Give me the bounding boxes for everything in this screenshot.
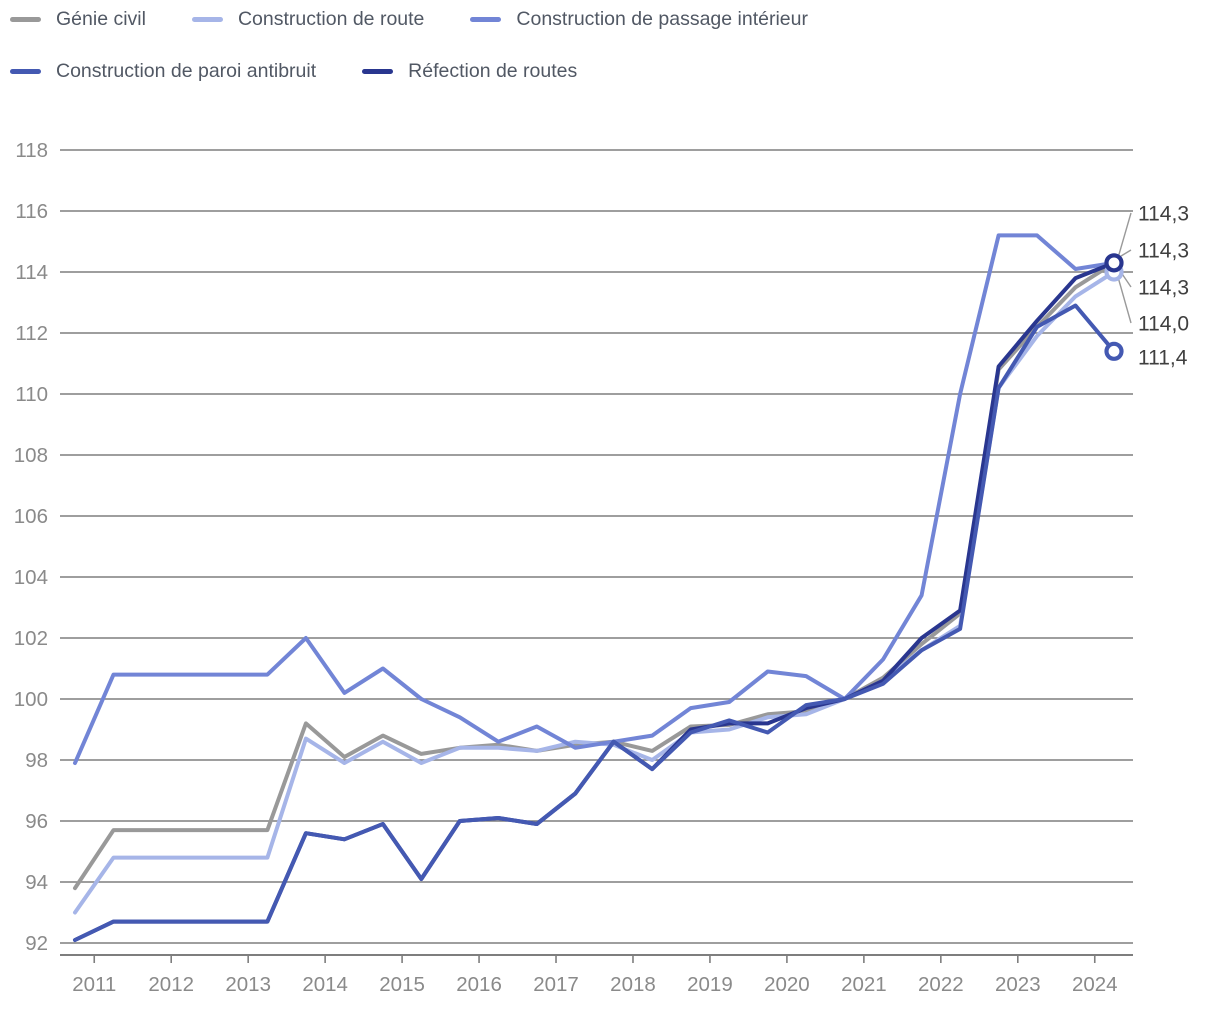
y-tick-label: 108 [14,444,48,467]
legend-swatch-icon [362,68,394,74]
series-line-construction-de-passage-interieur[interactable] [73,233,1116,765]
legend-item-construction-de-passage-interieur[interactable]: Construction de passage intérieur [470,8,808,31]
legend-swatch-icon [10,68,41,74]
legend-label: Construction de paroi antibruit [56,59,317,82]
x-tick-label: 2022 [918,973,964,996]
series-line-construction-de-route[interactable] [73,270,1116,915]
end-point-marker-refection-de-routes[interactable] [1104,253,1124,273]
legend-item-genie-civil[interactable]: Génie civil [10,8,146,31]
legend-label: Construction de passage intérieur [516,7,808,30]
series-line-refection-de-routes[interactable] [73,260,1116,942]
x-tick-label: 2020 [764,973,810,996]
y-tick-label: 116 [15,200,48,223]
y-tick-label: 118 [15,139,48,162]
x-tick-label: 2021 [841,973,887,996]
legend-row: Génie civil Construction de route Construc… [10,4,808,34]
series-line-construction-de-paroi-antibruit[interactable] [73,303,1116,942]
x-tick-label: 2012 [148,973,194,996]
x-tick-label: 2023 [995,973,1041,996]
chart-legend: Génie civil Construction de route Construc… [10,4,808,108]
y-tick-label: 100 [14,688,48,711]
legend-label: Génie civil [56,7,146,30]
x-tick-label: 2013 [225,973,271,996]
y-tick-label: 106 [14,505,48,528]
y-tick-label: 98 [25,749,48,772]
y-tick-label: 92 [25,932,48,955]
end-point-marker-construction-de-paroi-antibruit[interactable] [1104,341,1124,361]
series-line-genie-civil[interactable] [73,260,1116,891]
end-label-leader-genie-civil [1117,212,1132,259]
legend-swatch-icon [191,16,223,22]
legend-label: Réfection de routes [408,59,578,82]
y-tick-label: 104 [14,566,48,589]
x-tick-label: 2024 [1072,973,1118,996]
end-value-label-genie-civil: 114,3 [1138,203,1189,226]
legend-item-refection-de-routes[interactable]: Réfection de routes [362,60,577,83]
legend-item-construction-de-paroi-antibruit[interactable]: Construction de paroi antibruit [10,60,316,83]
legend-row: Construction de paroi antibruit Réfection… [10,56,808,86]
x-tick-label: 2017 [533,973,579,996]
y-tick-label: 112 [15,322,48,345]
legend-label: Construction de route [237,7,425,30]
y-tick-label: 114 [15,261,48,284]
x-tick-label: 2014 [302,973,348,996]
y-tick-label: 102 [14,627,48,650]
x-tick-label: 2019 [687,973,733,996]
end-value-label-construction-de-route: 114,0 [1138,313,1189,336]
end-value-label-construction-de-paroi-antibruit: 111,4 [1138,347,1188,370]
y-tick-label: 96 [25,810,48,833]
end-value-label-construction-de-passage-interieur: 114,3 [1138,277,1189,300]
legend-item-construction-de-route[interactable]: Construction de route [191,7,425,31]
y-tick-label: 94 [25,871,48,894]
legend-swatch-icon [10,16,41,22]
x-tick-label: 2011 [72,973,116,996]
y-tick-label: 110 [15,383,48,406]
end-value-label-refection-de-routes: 114,3 [1138,240,1189,263]
end-label-leader-construction-de-route [1117,276,1132,324]
x-tick-label: 2015 [379,973,425,996]
x-tick-label: 2018 [610,973,656,996]
x-tick-label: 2016 [456,973,502,996]
legend-swatch-icon [470,16,502,22]
